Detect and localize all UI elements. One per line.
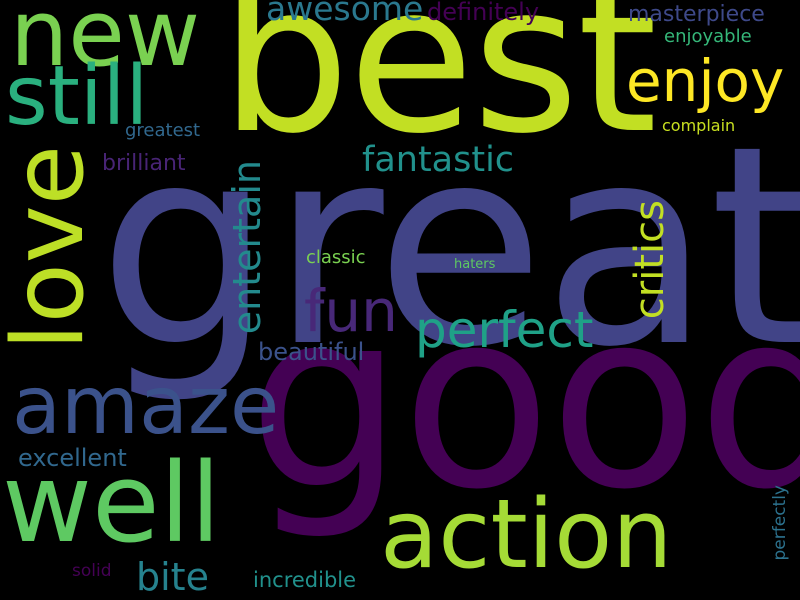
word-classic: classic	[306, 247, 366, 268]
word-bite: bite	[136, 555, 209, 599]
word-great: great	[98, 87, 800, 407]
word-love: love	[0, 145, 106, 351]
word-solid: solid	[72, 561, 112, 581]
word-amaze: amaze	[12, 359, 280, 452]
word-haters: haters	[454, 257, 496, 272]
word-enjoyable: enjoyable	[664, 26, 752, 47]
word-brilliant: brilliant	[102, 151, 186, 176]
word-new: new	[10, 0, 201, 87]
word-perfectly: perfectly	[770, 485, 790, 561]
word-perfect: perfect	[415, 301, 594, 359]
word-complain: complain	[662, 116, 736, 135]
word-good: good	[248, 258, 800, 543]
word-incredible: incredible	[253, 568, 357, 592]
word-best: best	[220, 0, 657, 179]
word-fun: fun	[304, 277, 398, 345]
word-beautiful: beautiful	[258, 338, 365, 366]
word-awesome: awesome	[266, 0, 424, 28]
word-action: action	[380, 480, 673, 590]
word-enjoy: enjoy	[626, 47, 785, 115]
word-critics: critics	[627, 200, 673, 320]
word-well: well	[2, 439, 221, 567]
word-masterpiece: masterpiece	[628, 2, 765, 27]
word-still: still	[5, 49, 149, 144]
word-entertain: entertain	[225, 160, 269, 335]
word-greatest: greatest	[125, 120, 201, 141]
word-excellent: excellent	[18, 444, 127, 472]
word-definitely: definitely	[427, 0, 540, 26]
word-fantastic: fantastic	[362, 140, 515, 180]
